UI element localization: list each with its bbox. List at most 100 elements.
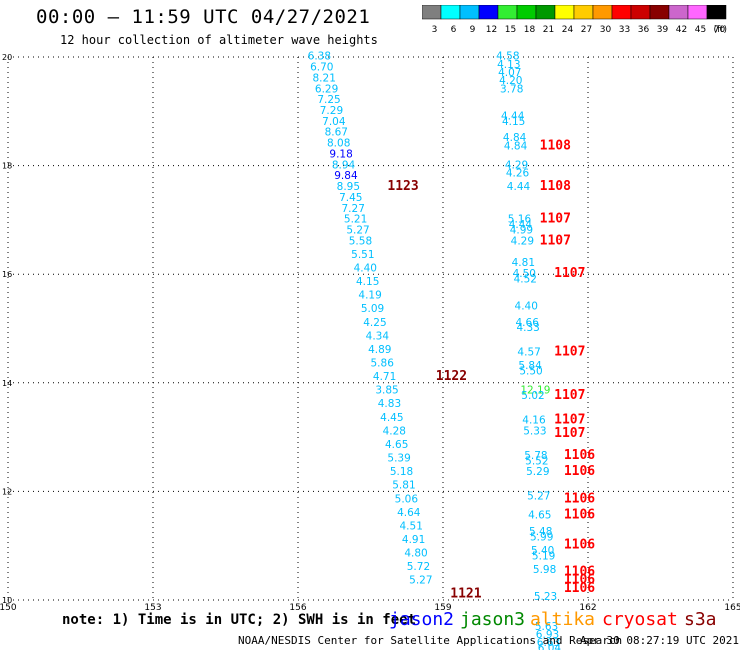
swh-value-track2: 4.58 bbox=[496, 51, 519, 63]
swh-value-track2: 4.65 bbox=[528, 510, 551, 522]
cryosat-orbit-label: 1106 bbox=[564, 573, 595, 588]
swh-value-track1: 5.86 bbox=[371, 358, 395, 370]
x-tick-label: 159 bbox=[434, 603, 451, 613]
cryosat-orbit-label: 1106 bbox=[564, 537, 595, 552]
swh-value-track1: 5.09 bbox=[361, 303, 384, 315]
swh-value-track1: 8.08 bbox=[327, 138, 350, 150]
chart-subtitle: 12 hour collection of altimeter wave hei… bbox=[60, 33, 378, 47]
swh-value-track1: 4.51 bbox=[400, 520, 423, 532]
legend-label: 70 bbox=[714, 25, 726, 35]
y-tick-label: 18 bbox=[2, 162, 12, 171]
swh-value-track2: 4.07 bbox=[498, 67, 521, 79]
swh-value-track1: 4.83 bbox=[378, 398, 401, 410]
swh-value-track1: 5.27 bbox=[346, 224, 369, 236]
x-tick-label: 165 bbox=[724, 603, 740, 613]
swh-value-track2: 4.33 bbox=[516, 322, 539, 334]
swh-value-track1: 7.45 bbox=[339, 192, 362, 204]
swh-value-track2: 6.04 bbox=[538, 643, 562, 650]
y-tick-label: 14 bbox=[2, 379, 12, 388]
x-tick-label: 153 bbox=[144, 603, 161, 613]
swh-value-track1: 4.64 bbox=[397, 507, 421, 519]
s3a-orbit-label: 1123 bbox=[387, 179, 418, 194]
cryosat-orbit-label: 1107 bbox=[554, 388, 585, 403]
swh-value-track1: 4.40 bbox=[354, 262, 377, 274]
swh-value-track2: 4.52 bbox=[514, 273, 537, 285]
cryosat-orbit-label: 1106 bbox=[564, 508, 595, 523]
y-tick-label: 16 bbox=[2, 270, 12, 279]
x-tick-label: 156 bbox=[289, 603, 306, 613]
swh-value-track2: 5.29 bbox=[526, 466, 549, 478]
swh-value-track1: 4.34 bbox=[366, 330, 390, 342]
swh-value-track2: 4.29 bbox=[505, 159, 528, 171]
swh-value-track2: 5.98 bbox=[533, 564, 556, 576]
legend-label: 33 bbox=[619, 25, 630, 35]
swh-value-track2: 5.19 bbox=[532, 550, 555, 562]
timestamp-text: Apr 30 08:27:19 UTC 2021 bbox=[580, 634, 739, 647]
swh-value-track2: 5.52 bbox=[525, 455, 548, 467]
legend-label: 21 bbox=[543, 25, 554, 35]
swh-value-track2: 5.63 bbox=[535, 621, 558, 633]
legend-swatch bbox=[706, 5, 727, 20]
swh-value-track1: 7.29 bbox=[320, 105, 343, 117]
cryosat-orbit-label: 1106 bbox=[564, 491, 595, 506]
y-tick-label: 20 bbox=[2, 53, 12, 62]
swh-value-track2: 4.15 bbox=[502, 116, 525, 128]
cryosat-orbit-label: 1106 bbox=[564, 448, 595, 463]
swh-value-track1: 4.91 bbox=[402, 534, 425, 546]
legend-label: 3 bbox=[432, 25, 438, 35]
swh-value-track1: 8.21 bbox=[313, 72, 336, 84]
legend-label: 27 bbox=[581, 25, 592, 35]
legend-label: 30 bbox=[600, 25, 612, 35]
swh-value-track2: 5.27 bbox=[527, 491, 550, 503]
swh-value-track2: 5.78 bbox=[524, 450, 547, 462]
y-tick-label: 10 bbox=[2, 596, 12, 605]
swh-value-track1: 5.58 bbox=[349, 235, 372, 247]
cryosat-orbit-label: 1108 bbox=[540, 179, 571, 194]
legend-jason2: jason2 bbox=[389, 609, 455, 630]
legend-label: 36 bbox=[638, 25, 650, 35]
swh-value-track1: 8.95 bbox=[337, 181, 360, 193]
swh-value-track2: 5.40 bbox=[531, 545, 554, 557]
legend-cryosat: cryosat bbox=[602, 609, 678, 630]
legend-label: 42 bbox=[676, 25, 687, 35]
swh-value-track1: 4.28 bbox=[383, 425, 406, 437]
swh-value-track2: 5.48 bbox=[529, 526, 552, 538]
swh-value-track1: 4.25 bbox=[363, 317, 386, 329]
swh-value-track1: 5.18 bbox=[390, 466, 413, 478]
swh-value-track2: 4.66 bbox=[516, 317, 540, 329]
swh-value-track1: 4.71 bbox=[373, 371, 396, 383]
credit-text: NOAA/NESDIS Center for Satellite Applica… bbox=[238, 634, 623, 647]
swh-value-track2: 6.93 bbox=[536, 629, 559, 641]
cryosat-orbit-label: 1107 bbox=[540, 233, 571, 248]
swh-value-track2: 4.44 bbox=[507, 181, 531, 193]
swh-value-track1: 6.70 bbox=[310, 62, 333, 74]
swh-value-track2: 4.40 bbox=[515, 300, 538, 312]
swh-value-track2: 4.16 bbox=[522, 415, 546, 427]
swh-value-track2: 4.20 bbox=[499, 75, 522, 87]
cryosat-orbit-label: 1108 bbox=[540, 138, 571, 153]
swh-value-track1: 7.04 bbox=[322, 116, 346, 128]
legend-label: 15 bbox=[505, 25, 516, 35]
swh-value-track2: 4.44 bbox=[501, 110, 525, 122]
swh-value-track2: 5.16 bbox=[508, 214, 532, 226]
s3a-orbit-label: 1121 bbox=[450, 586, 481, 601]
cryosat-orbit-label: 1107 bbox=[554, 413, 585, 428]
swh-value-track1: 4.65 bbox=[385, 439, 408, 451]
legend-label: 9 bbox=[470, 25, 476, 35]
legend-altika: altika bbox=[530, 609, 596, 630]
s3a-orbit-label: 1122 bbox=[436, 369, 467, 384]
y-tick-label: 12 bbox=[2, 487, 12, 496]
legend-label: 39 bbox=[657, 25, 669, 35]
swh-value-track2: 5.50 bbox=[519, 366, 542, 378]
swh-value-track1: 5.81 bbox=[392, 480, 415, 492]
swh-value-track2: 4.57 bbox=[517, 347, 540, 359]
swh-value-track2: 4.13 bbox=[497, 59, 520, 71]
swh-value-track2: 4.50 bbox=[513, 268, 536, 280]
color-legend: 3 6 9 12 15 18 21 24 27 30 33 36 39 42 45 70(ft) bbox=[422, 5, 727, 35]
swh-value-track1: 5.39 bbox=[387, 453, 410, 465]
swh-value-track1: 5.06 bbox=[395, 493, 419, 505]
swh-value-track1: 5.51 bbox=[351, 249, 374, 261]
cryosat-orbit-label: 1106 bbox=[564, 581, 595, 596]
chart-title: 00:00 – 11:59 UTC 04/27/2021 bbox=[36, 6, 371, 28]
